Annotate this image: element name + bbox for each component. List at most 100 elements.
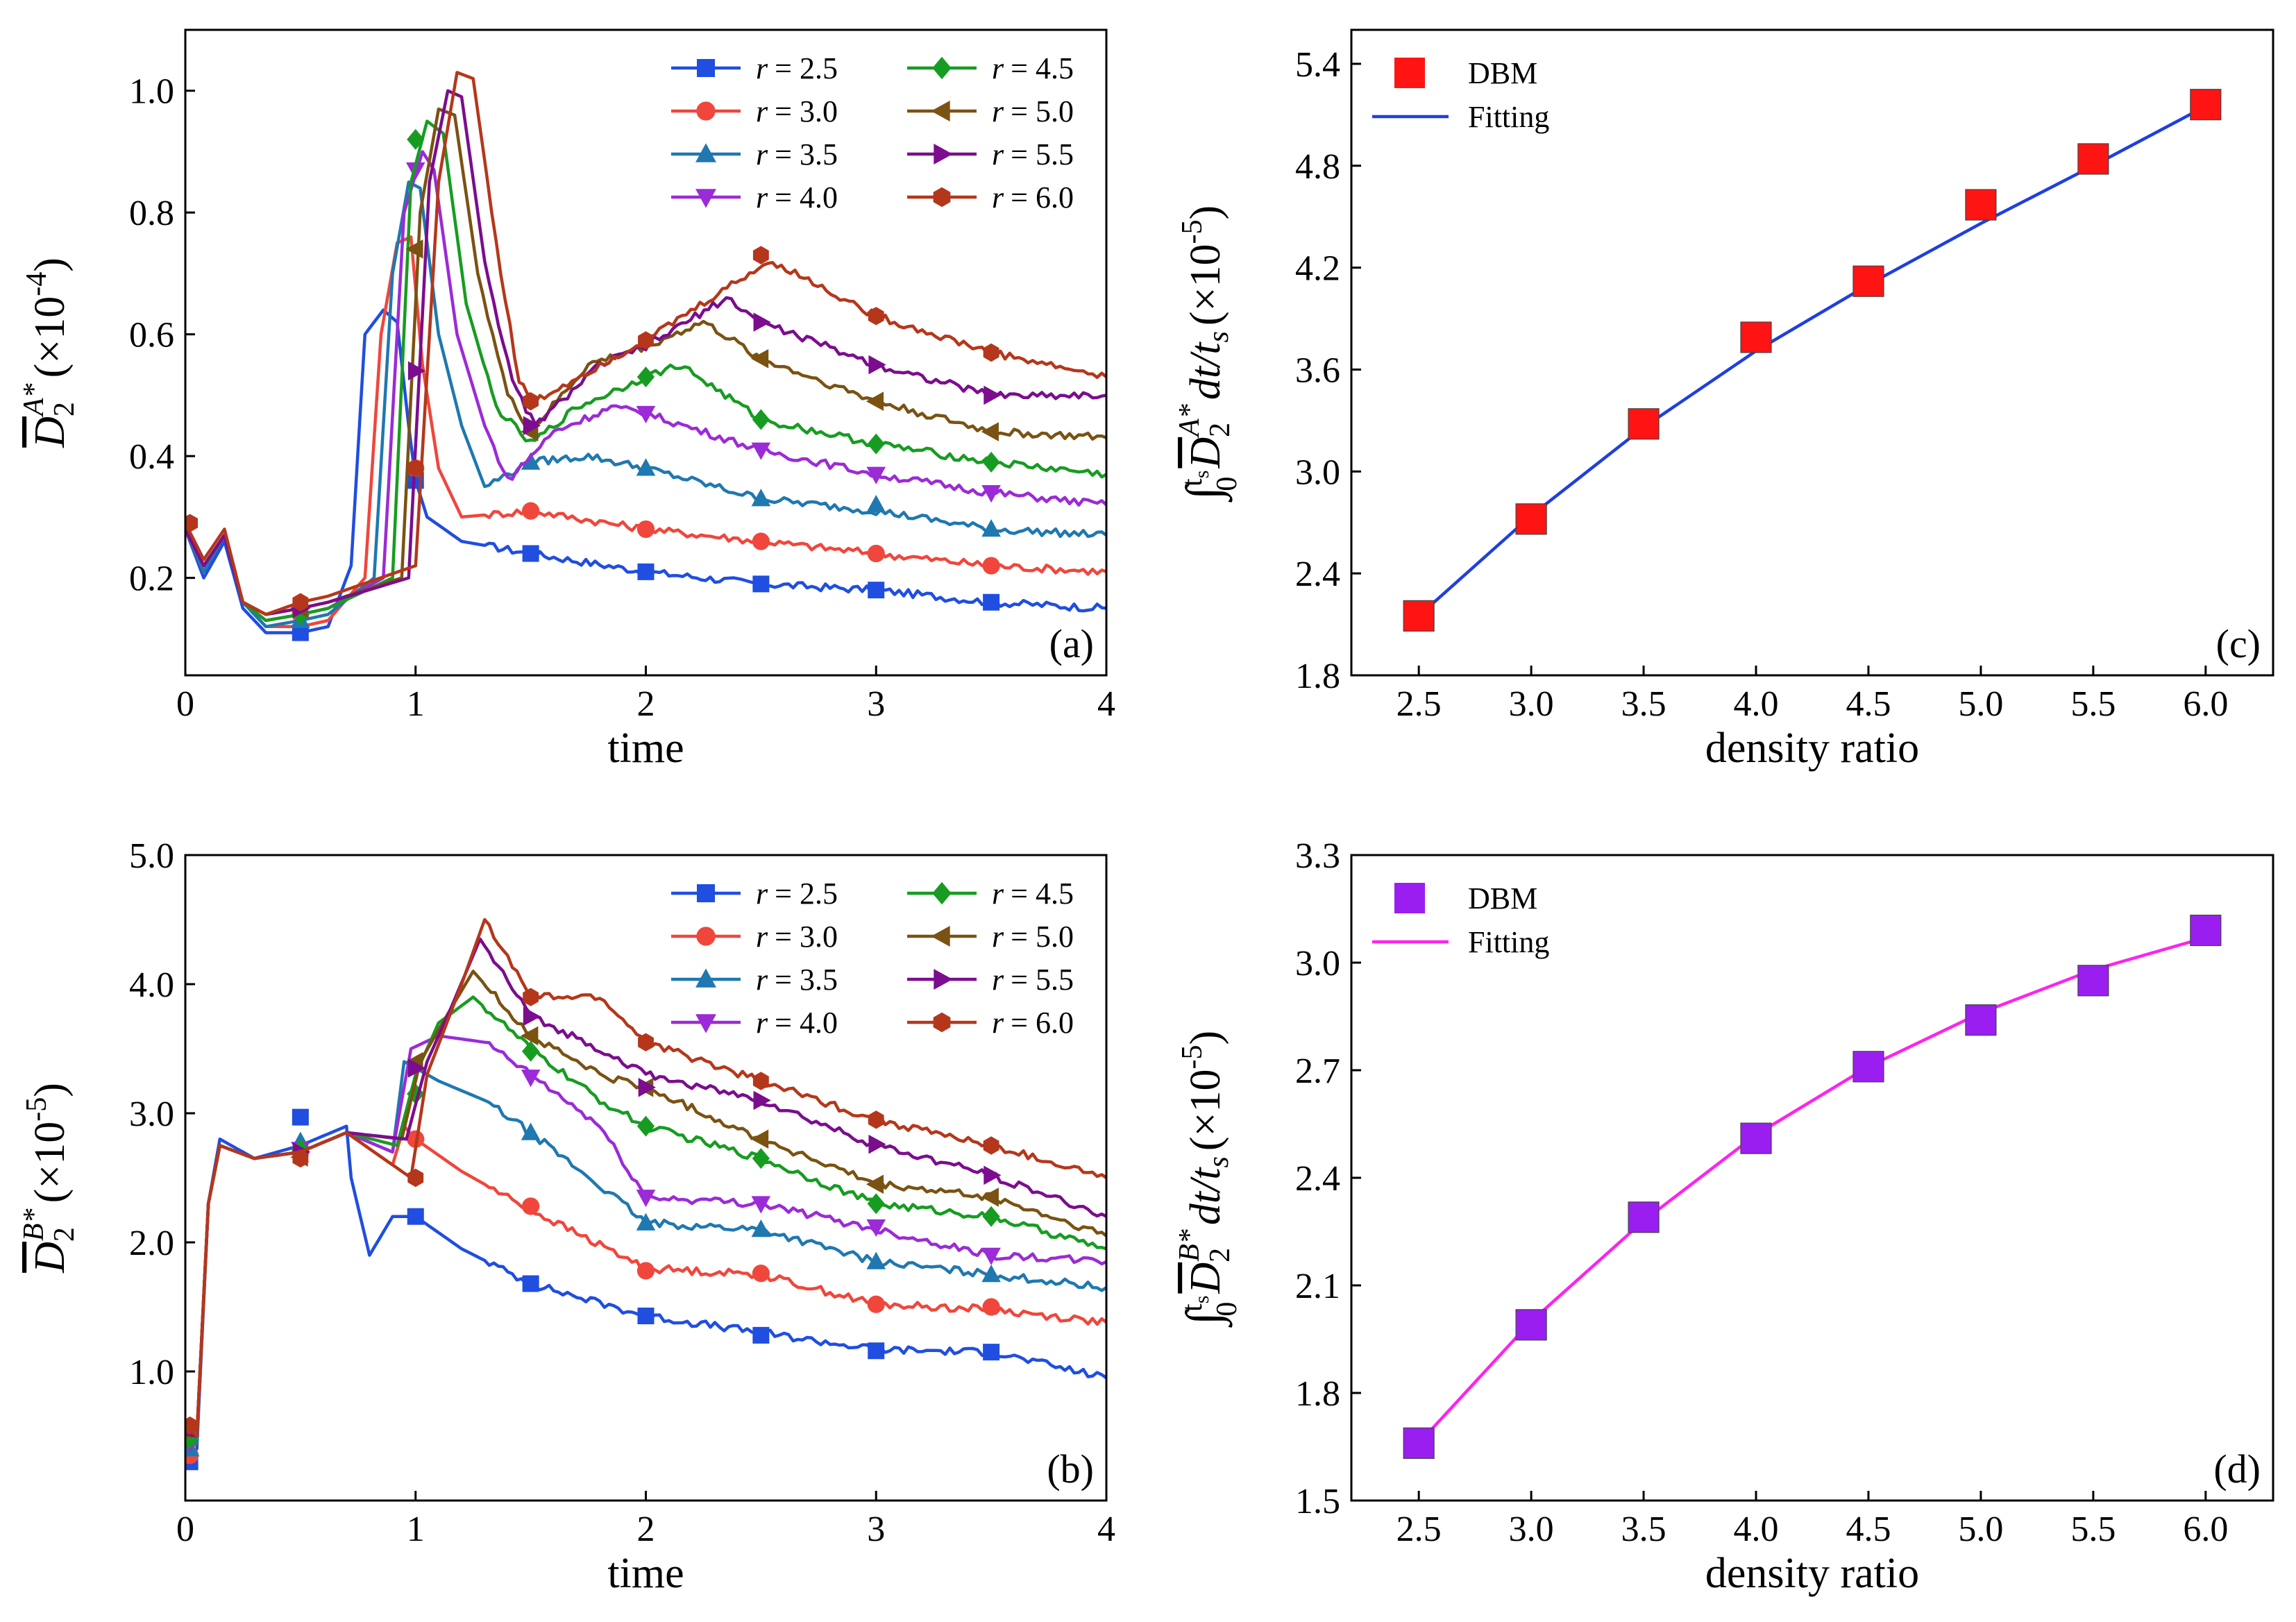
- y-tick-label: 4.2: [1295, 249, 1340, 289]
- ylabel-scale: (×10: [26, 1122, 74, 1203]
- legend-marker: [1394, 883, 1425, 913]
- data-point: [407, 1168, 424, 1188]
- legend-var: r: [992, 137, 1004, 171]
- data-point: [753, 312, 771, 332]
- legend-var: r: [756, 137, 768, 171]
- data-point: [407, 1208, 424, 1225]
- legend: r = 2.5r = 3.0r = 3.5r = 4.0r = 4.5r = 5.0r = 5…: [671, 877, 1074, 1040]
- data-point: [638, 1078, 656, 1097]
- data-point: [752, 532, 770, 550]
- data-point: [868, 355, 886, 375]
- legend-var: r: [992, 51, 1004, 85]
- data-point: [751, 442, 771, 460]
- y-tick-label: 3.0: [1295, 453, 1340, 492]
- data-point: [1740, 1122, 1772, 1154]
- x-axis-label: time: [607, 1550, 684, 1597]
- panel-c: 2.5 3.0 3.5 4.0 4.5 5.0 5.5 6.0 1.8 2.4 3.0 3.6 4.2 4…: [1174, 28, 2274, 772]
- x-tick-label: 2: [637, 1510, 655, 1549]
- x-tick-label: 4.5: [1846, 684, 1891, 724]
- data-point: [867, 1193, 885, 1215]
- data-point: [750, 1129, 769, 1149]
- data-point: [405, 239, 423, 259]
- data-point: [982, 557, 1000, 575]
- x-tick-label: 3.5: [1621, 684, 1666, 724]
- legend-marker: [932, 881, 952, 905]
- ylabel-main: D: [26, 416, 74, 448]
- data-point: [752, 1326, 770, 1344]
- legend-label: r = 3.5: [756, 963, 838, 997]
- axes-frame: [1350, 854, 2274, 1502]
- ylabel-upper: t: [1176, 1303, 1208, 1312]
- ylabel-sub: 2: [49, 402, 81, 416]
- legend: DBM Fitting: [1372, 881, 1549, 959]
- ylabel-sup: A*: [1174, 404, 1206, 439]
- legend-marker: [695, 143, 716, 162]
- legend-var: r: [992, 877, 1004, 911]
- data-point: [185, 514, 199, 532]
- legend-value: = 6.0: [1011, 180, 1074, 214]
- legend-label: r = 6.0: [992, 1006, 1074, 1040]
- data-point: [866, 466, 886, 484]
- legend-label: r = 4.5: [992, 877, 1074, 911]
- data-point: [868, 307, 884, 326]
- legend-value: = 3.0: [775, 920, 838, 954]
- ylabel-scale: (×10: [1182, 244, 1229, 326]
- data-point: [523, 391, 539, 411]
- data-point: [981, 1265, 1001, 1283]
- legend-item: DBM: [1394, 881, 1537, 915]
- legend-item: r = 4.5: [907, 51, 1074, 85]
- data-point: [982, 1206, 1000, 1227]
- data-point: [523, 1006, 541, 1027]
- legend-marker: [695, 1014, 716, 1033]
- data-point: [522, 545, 539, 562]
- data-point: [983, 1136, 999, 1155]
- ylabel-close: ): [26, 257, 74, 272]
- x-tick-label: 5.0: [1958, 1510, 2003, 1549]
- data-point: [636, 1115, 655, 1137]
- data-point: [292, 593, 309, 611]
- data-point: [1515, 1309, 1547, 1341]
- data-point: [868, 1342, 885, 1360]
- data-point: [981, 1247, 1001, 1265]
- legend-value: = 3.5: [775, 137, 838, 171]
- data-point: [636, 1262, 655, 1280]
- y-tick-label: 2.0: [129, 1224, 174, 1263]
- data-point: [983, 1344, 1000, 1361]
- ylabel-sup: B*: [1174, 1229, 1206, 1262]
- data-point: [1965, 1004, 1997, 1036]
- data-point: [636, 520, 655, 539]
- legend-label: Fitting: [1468, 100, 1549, 134]
- ylabel-tail: dt/t: [1182, 341, 1229, 400]
- data-point: [2077, 965, 2109, 997]
- legend-item: r = 5.0: [907, 920, 1074, 954]
- ylabel-sub: 2: [1204, 1248, 1236, 1262]
- legend-var: r: [756, 1006, 768, 1040]
- ylabel-sup: B*: [18, 1208, 50, 1241]
- ylabel-upper-sub: s: [1190, 1296, 1213, 1304]
- data-point: [637, 563, 655, 580]
- legend-item: r = 4.0: [671, 1006, 838, 1040]
- x-tick-label: 4.0: [1734, 1510, 1779, 1549]
- series-line: [185, 1124, 1106, 1463]
- series-line: [185, 918, 1106, 1438]
- data-point: [752, 246, 769, 264]
- legend-marker: [697, 59, 715, 77]
- y-tick-label: 2.4: [1295, 555, 1340, 594]
- ylabel-close: ): [26, 1083, 74, 1097]
- legend-label: r = 3.0: [756, 94, 838, 128]
- legend-var: r: [756, 963, 768, 997]
- x-tick-label: 1: [407, 1510, 425, 1549]
- data-point: [521, 1070, 541, 1088]
- legend-label: r = 4.5: [992, 51, 1074, 85]
- legend-value: = 4.5: [1011, 51, 1074, 85]
- legend-marker: [695, 968, 716, 988]
- legend-marker: [696, 927, 716, 946]
- ylabel-main: D: [26, 1242, 74, 1274]
- legend-var: r: [756, 920, 768, 954]
- data-point: [522, 502, 540, 520]
- x-axis-label: time: [607, 725, 684, 772]
- legend-item: r = 6.0: [907, 180, 1074, 214]
- data-point: [2190, 89, 2222, 121]
- legend-label: r = 5.5: [992, 137, 1074, 171]
